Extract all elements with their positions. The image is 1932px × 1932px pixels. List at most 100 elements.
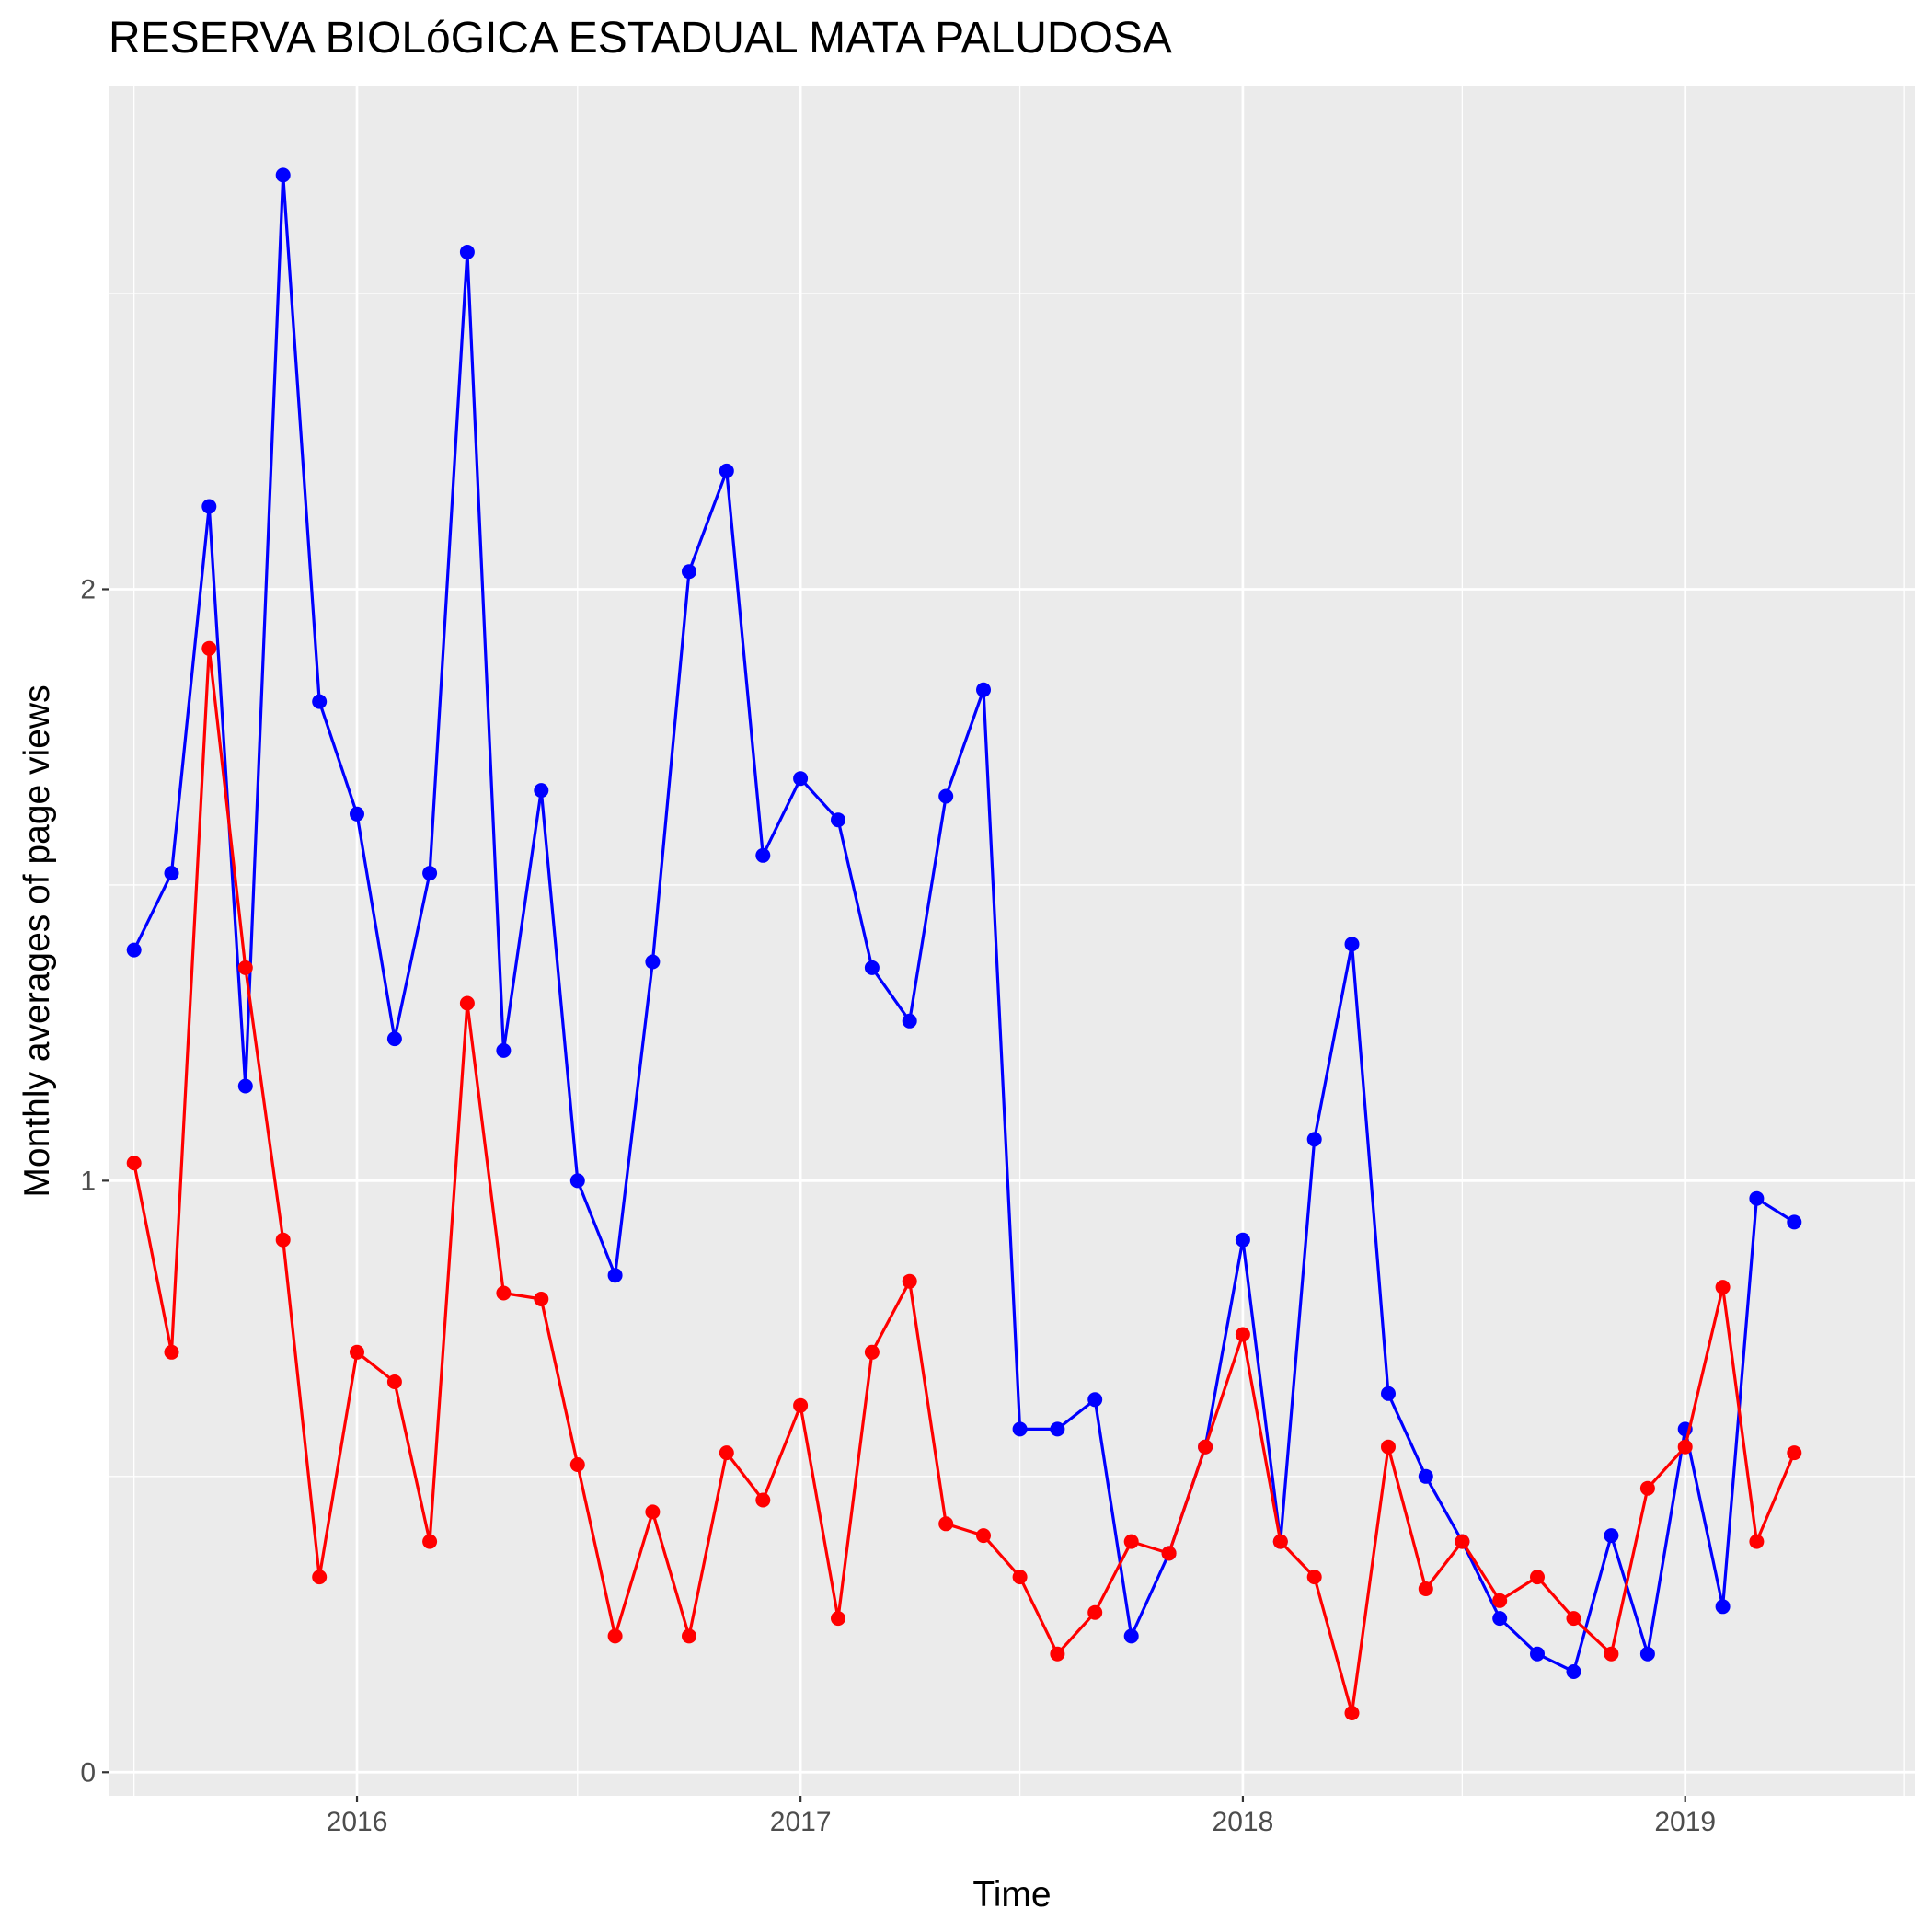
data-point [1604,1646,1619,1662]
x-tick-label: 2016 [327,1807,388,1837]
major-gridlines [109,86,1915,1796]
data-point [1344,937,1360,952]
data-point [569,1173,585,1189]
data-point [275,167,291,183]
data-point [1566,1611,1581,1627]
data-point [645,954,661,970]
data-point [1787,1445,1802,1461]
data-point [607,1268,623,1283]
series-line [132,647,1796,1715]
data-point [682,1628,696,1644]
data-point [1749,1534,1765,1549]
data-point [496,1285,512,1301]
data-point [719,1445,734,1461]
data-point [496,1042,512,1058]
data-point [1677,1439,1693,1455]
data-point [1012,1421,1028,1437]
data-point [1566,1664,1581,1679]
data-point [1161,1546,1177,1561]
data-point [719,463,734,478]
data-point [902,1013,917,1029]
data-point [459,245,475,259]
axes-layer: 0 1 2 2016 2017 2018 2019 [80,574,1716,1837]
x-tick-label: 2017 [770,1807,832,1837]
data-point [1272,1534,1288,1549]
data-point [164,866,179,881]
data-point [1418,1468,1433,1484]
data-point [1087,1604,1103,1620]
data-point [1787,1214,1802,1230]
data-point [350,806,364,822]
y-tick-label: 0 [80,1757,96,1788]
minor-gridlines [109,86,1915,1796]
data-point [312,1570,328,1585]
data-point [831,1611,845,1627]
data-point [1715,1599,1731,1615]
data-point [1050,1421,1065,1437]
data-point [1530,1570,1545,1585]
data-point [350,1344,364,1360]
data-point [534,783,549,799]
data-point [1492,1593,1508,1608]
data-point [1050,1646,1065,1662]
data-point [938,788,954,804]
data-point [793,771,809,787]
y-tick-label: 1 [80,1166,96,1196]
data-point [1455,1534,1470,1549]
data-point [1087,1392,1103,1408]
data-point [976,1528,991,1544]
data-point [1418,1581,1433,1596]
data-point [164,1344,179,1360]
data-point [1123,1628,1139,1644]
data-point [831,812,845,828]
data-point [607,1628,623,1644]
data-point [902,1273,917,1289]
data-point [938,1516,954,1532]
data-point [1530,1646,1545,1662]
series-layer [126,167,1802,1720]
data-point [237,960,253,975]
data-point [1123,1534,1139,1549]
data-point [312,694,328,709]
data-point [1604,1528,1619,1544]
data-point [755,847,771,863]
data-point [201,640,217,656]
data-point [1012,1570,1028,1585]
data-point [1492,1611,1508,1627]
chart-title: RESERVA BIOLóGICA ESTADUAL MATA PALUDOSA [109,14,1172,63]
data-point [1749,1190,1765,1206]
data-point [126,1156,142,1171]
data-point [126,942,142,958]
series-2 [126,640,1802,1720]
data-point [1306,1132,1322,1147]
data-point [793,1397,809,1413]
data-point [275,1232,291,1248]
data-point [569,1457,585,1472]
data-point [1381,1386,1396,1401]
data-point [1381,1439,1396,1455]
x-tick-label: 2019 [1654,1807,1716,1837]
data-point [237,1078,253,1094]
data-point [1715,1280,1731,1295]
x-tick-label: 2018 [1213,1807,1274,1837]
data-point [645,1504,661,1520]
data-point [682,564,696,580]
x-axis-title: Time [972,1875,1051,1915]
data-point [755,1492,771,1508]
data-point [422,866,438,881]
data-point [1344,1706,1360,1720]
plot-panel [109,86,1915,1796]
data-point [1639,1480,1655,1496]
y-axis-title: Monthly averages of page views [17,684,57,1197]
y-tick-label: 2 [80,574,96,604]
data-point [1198,1439,1213,1455]
data-point [1306,1570,1322,1585]
data-point [386,1374,402,1389]
data-point [864,960,880,975]
data-point [534,1292,549,1306]
data-point [201,499,217,514]
data-point [1235,1232,1250,1248]
data-point [422,1534,438,1549]
data-point [459,995,475,1011]
